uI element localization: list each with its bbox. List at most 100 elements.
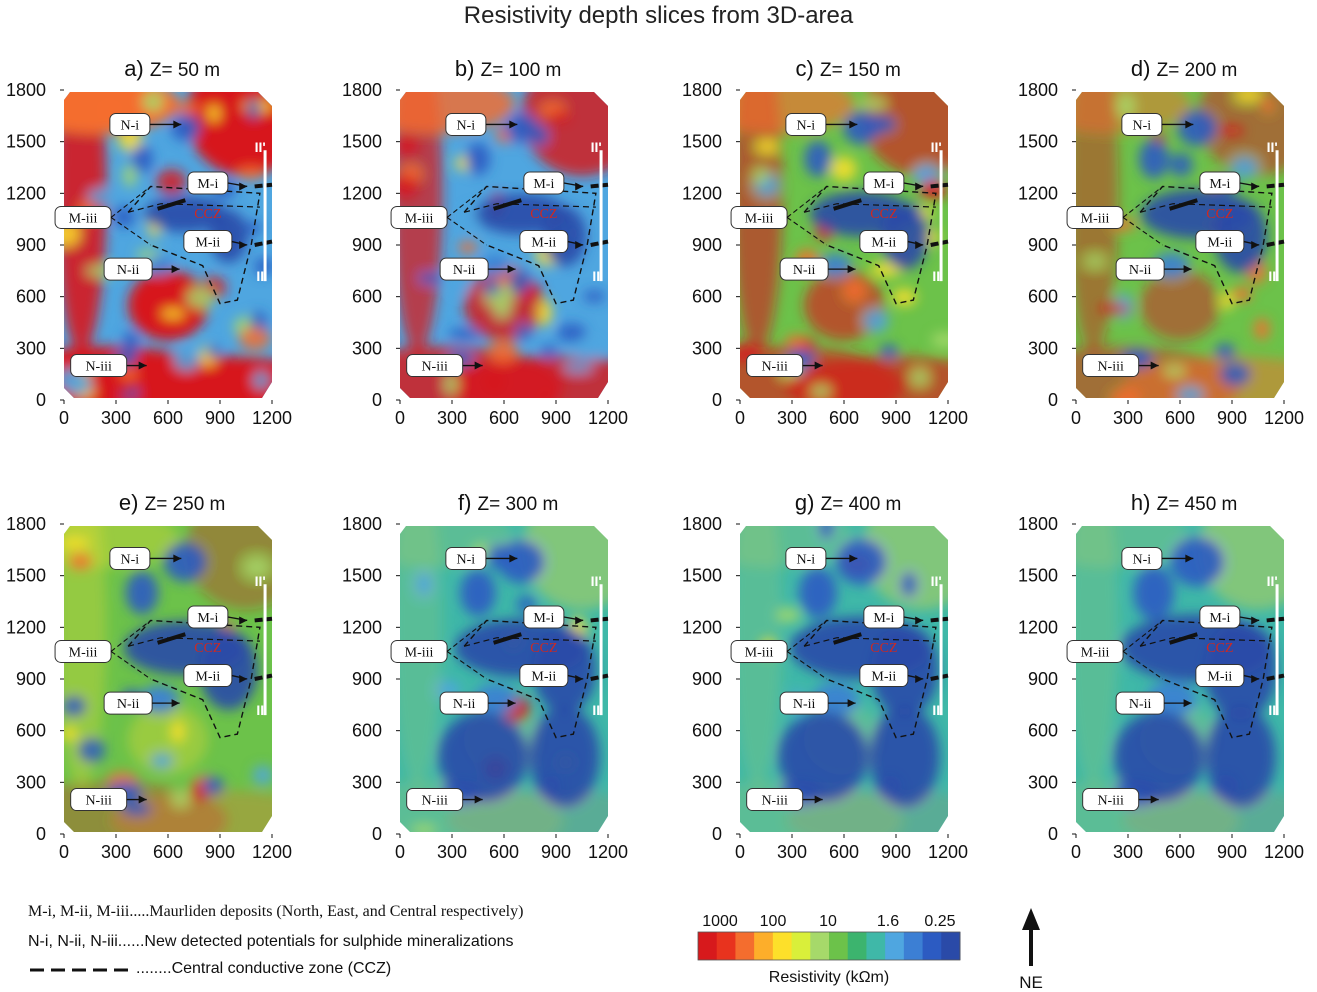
- deposit-trace: [590, 182, 609, 189]
- y-tick-label: 900: [16, 669, 46, 689]
- annotation-m-ii: M-ii: [1195, 664, 1260, 688]
- annotation-label: M-iii: [69, 645, 98, 660]
- annotation-label: N-i: [797, 552, 816, 567]
- annotation-m-iii: M-iii: [54, 620, 152, 680]
- y-tick-label: 1500: [6, 132, 46, 152]
- annotation-m-ii: M-ii: [183, 230, 248, 254]
- x-tick-label: 0: [395, 842, 405, 862]
- annotation-label: N-i: [797, 118, 816, 133]
- y-tick-label: 600: [352, 721, 382, 741]
- annotation-m-i: M-i: [1199, 605, 1260, 629]
- ccz-outline: [1139, 619, 1273, 739]
- legend-line-maurliden: M-i, M-ii, M-iii.....Maurliden deposits …: [28, 903, 524, 920]
- y-tick-label: 0: [1048, 390, 1058, 410]
- annotation-label: M-i: [873, 177, 894, 192]
- annotation-label: N-iii: [1097, 360, 1124, 375]
- y-tick-label: 1800: [1018, 80, 1058, 100]
- y-tick-label: 1800: [342, 80, 382, 100]
- y-tick-label: 0: [372, 390, 382, 410]
- y-tick-label: 600: [16, 721, 46, 741]
- annotation-label: M-ii: [871, 236, 896, 251]
- annotation-n-iii: N-iii: [1082, 354, 1159, 378]
- annotation-label: N-i: [1133, 118, 1152, 133]
- panel-1: 0 300 600 900 1200 0 300 600 900 1200 1500 1800 a) Z…: [6, 56, 292, 428]
- annotation-m-ii: M-ii: [519, 664, 584, 688]
- annotation-label: N-i: [457, 118, 476, 133]
- profile-label-end: II: [1268, 702, 1276, 718]
- y-tick-label: 600: [1028, 287, 1058, 307]
- deposit-trace: [590, 673, 609, 681]
- y-tick-label: 300: [352, 338, 382, 358]
- annotation-n-iii: N-iii: [746, 354, 823, 378]
- annotation-m-ii: M-ii: [859, 664, 924, 688]
- profile-label-start: II': [1267, 573, 1278, 589]
- x-tick-label: 600: [1165, 408, 1195, 428]
- annotation-label: M-ii: [195, 670, 220, 685]
- x-tick-label: 1200: [588, 842, 628, 862]
- annotation-label: M-ii: [1207, 236, 1232, 251]
- annotation-label: M-iii: [1081, 211, 1110, 226]
- resistivity-map: [400, 92, 608, 398]
- panel-heading: h) Z= 450 m: [1131, 490, 1237, 515]
- x-tick-label: 300: [777, 408, 807, 428]
- annotation-m-ii: M-ii: [519, 230, 584, 254]
- y-tick-label: 1500: [1018, 132, 1058, 152]
- y-tick-label: 0: [372, 824, 382, 844]
- y-tick-label: 0: [1048, 824, 1058, 844]
- x-tick-label: 900: [541, 842, 571, 862]
- deposit-trace: [930, 182, 949, 189]
- x-tick-label: 900: [881, 408, 911, 428]
- y-tick-label: 1200: [342, 183, 382, 203]
- colorbar-segment: [810, 932, 830, 960]
- colorbar-tick-label: 100: [760, 913, 787, 930]
- annotation-label: N-ii: [453, 263, 476, 278]
- annotation-n-ii: N-ii: [103, 257, 180, 281]
- annotation-label: M-i: [197, 177, 218, 192]
- x-tick-label: 1200: [1264, 842, 1304, 862]
- y-tick-label: 0: [36, 390, 46, 410]
- y-tick-label: 300: [16, 772, 46, 792]
- x-tick-label: 1200: [928, 842, 968, 862]
- y-tick-label: 900: [692, 235, 722, 255]
- annotation-label: N-ii: [1129, 697, 1152, 712]
- annotation-label: N-ii: [453, 697, 476, 712]
- annotation-label: M-ii: [195, 236, 220, 251]
- x-tick-label: 0: [1071, 408, 1081, 428]
- annotation-n-ii: N-ii: [439, 691, 516, 715]
- x-tick-label: 600: [153, 408, 183, 428]
- legend-line-ccz: ........Central conductive zone (CCZ): [136, 960, 392, 977]
- ccz-inner-line: [803, 637, 936, 647]
- colorbar-segment: [698, 932, 718, 960]
- profile-label-start: II': [931, 139, 942, 155]
- panel-4: 0 300 600 900 1200 0 300 600 900 1200 1500 1800 d) Z…: [1018, 56, 1304, 428]
- ccz-inner-line: [127, 637, 260, 647]
- annotation-label: M-i: [197, 611, 218, 626]
- y-tick-label: 1800: [682, 80, 722, 100]
- annotation-ccz: CCZ: [530, 207, 557, 222]
- deposit-trace: [493, 198, 522, 211]
- y-tick-label: 900: [352, 669, 382, 689]
- y-tick-label: 1500: [682, 566, 722, 586]
- panel-3: 0 300 600 900 1200 0 300 600 900 1200 1500 1800 c) Z…: [682, 56, 968, 428]
- deposit-trace: [157, 198, 186, 211]
- deposit-trace: [254, 239, 273, 247]
- y-tick-label: 1200: [1018, 183, 1058, 203]
- annotation-n-i: N-i: [445, 546, 518, 570]
- y-tick-label: 300: [1028, 338, 1058, 358]
- profile-label-end: II: [592, 268, 600, 284]
- ccz-outline: [803, 619, 937, 739]
- annotation-n-i: N-i: [109, 546, 182, 570]
- profile-label-start: II': [255, 139, 266, 155]
- deposit-trace: [1266, 673, 1285, 681]
- deposit-trace: [1266, 239, 1285, 247]
- resistivity-map: [64, 92, 272, 398]
- panel-6: 0 300 600 900 1200 0 300 600 900 1200 1500 1800 f) Z…: [342, 490, 628, 862]
- colorbar-segment: [829, 932, 849, 960]
- y-tick-label: 300: [352, 772, 382, 792]
- annotation-label: M-iii: [405, 645, 434, 660]
- annotation-label: CCZ: [1206, 207, 1233, 222]
- y-tick-label: 1500: [682, 132, 722, 152]
- deposit-trace: [590, 616, 609, 623]
- annotation-label: N-iii: [85, 794, 112, 809]
- annotation-label: N-ii: [117, 263, 140, 278]
